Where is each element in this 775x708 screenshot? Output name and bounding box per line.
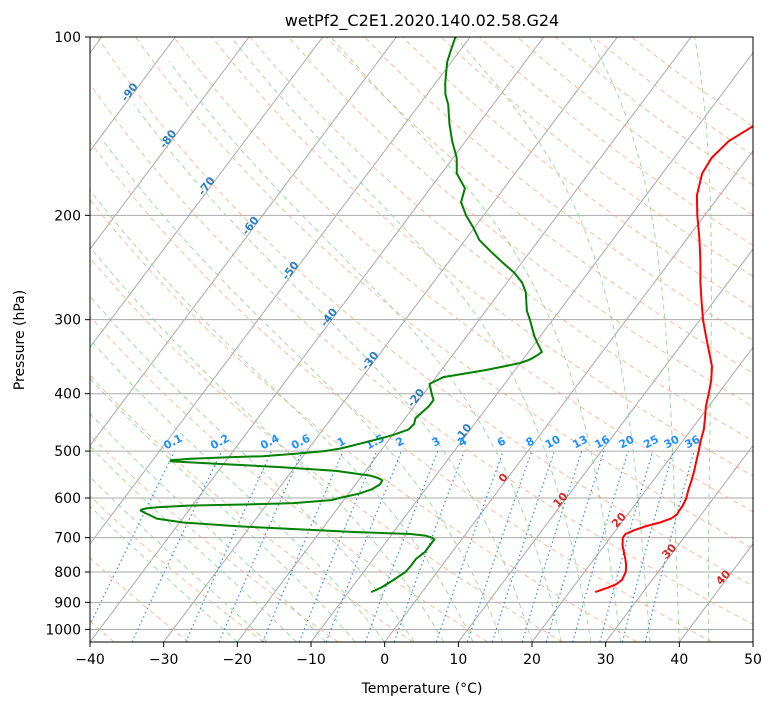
dry-adiabat-line <box>211 37 753 477</box>
y-tick-label: 300 <box>54 313 81 329</box>
x-tick-label: −20 <box>223 652 253 668</box>
mixing-ratio-line <box>90 450 176 627</box>
y-tick-label: 200 <box>54 208 81 224</box>
sounding-line <box>139 37 543 594</box>
isotherm-line <box>90 37 250 250</box>
moist-adiabat-line <box>90 377 356 642</box>
dry-adiabat-line <box>90 557 190 642</box>
isotherm-line <box>384 150 753 642</box>
sounding-lines <box>139 37 753 594</box>
y-tick-label: 100 <box>54 30 81 46</box>
x-tick-label: 0 <box>380 652 389 668</box>
moist-adiabat-line <box>168 61 562 642</box>
dry-adiabat-line <box>90 140 712 642</box>
moist-adiabat-line <box>133 104 533 642</box>
y-tick-label: 1000 <box>45 622 81 638</box>
y-tick-label: 900 <box>54 595 81 611</box>
dry-adiabat-line <box>96 37 753 587</box>
chart-title: wetPf2_C2E1.2020.140.02.58.G24 <box>285 11 559 31</box>
y-tick-label: 800 <box>54 565 81 581</box>
mixing-ratio-label: 36 <box>683 433 703 452</box>
mixing-ratio-label: 16 <box>592 433 612 452</box>
mixing-ratio-label: 10 <box>543 433 563 452</box>
dry-adiabat-line <box>135 37 753 550</box>
moist-adiabat-line <box>90 412 327 642</box>
mixing-ratio-line <box>491 450 555 642</box>
moist-adiabat-line <box>330 37 621 642</box>
x-tick-label: 40 <box>670 652 688 668</box>
sounding-line <box>594 125 753 594</box>
isotherm-line <box>457 248 753 642</box>
dry-adiabat-line <box>402 37 753 309</box>
y-tick-label: 500 <box>54 444 81 460</box>
isotherm-line <box>163 37 618 642</box>
mixing-ratio-line <box>545 450 605 642</box>
mixing-ratio-label: 20 <box>617 433 637 452</box>
isotherm-line <box>90 37 397 447</box>
mixing-ratio-label: 25 <box>641 433 661 452</box>
x-tick-label: −10 <box>296 652 326 668</box>
isotherm-line <box>90 37 176 152</box>
dry-adiabat-line <box>90 198 638 642</box>
moist-adiabat-line <box>588 37 680 642</box>
mixing-ratio-line <box>599 450 654 642</box>
y-tick-label: 700 <box>54 531 81 547</box>
isotherm-line <box>90 37 471 545</box>
isotherm-line <box>605 444 753 642</box>
moist-adiabat-line <box>103 141 503 642</box>
mixing-ratio-line <box>185 450 273 642</box>
mixing-ratio-label: 13 <box>570 433 590 452</box>
x-tick-label: 20 <box>523 652 541 668</box>
x-tick-label: 50 <box>744 652 762 668</box>
mixing-ratio-line <box>521 450 583 642</box>
isotherm-line <box>90 37 324 349</box>
x-axis: −40 −30 −20 −10 0 10 20 30 40 50 <box>75 642 762 668</box>
dry-adiabat-line <box>90 257 563 642</box>
mixing-ratio-line <box>325 450 403 642</box>
mixing-ratio-line <box>131 450 223 642</box>
isotherm-line <box>310 51 753 642</box>
x-tick-label: −40 <box>75 652 105 668</box>
moist-adiabat-line <box>694 37 712 642</box>
x-tick-label: −30 <box>149 652 179 668</box>
mixing-ratio-line <box>218 450 303 642</box>
y-axis: 1000 900 800 700 600 500 400 300 200 100 <box>45 30 90 638</box>
dry-adiabat-line <box>173 37 753 513</box>
moist-adiabat-line <box>90 189 474 642</box>
moist-adiabat-line <box>454 37 651 642</box>
mixing-ratio-label: 30 <box>662 433 682 452</box>
dry-adiabat-line <box>90 83 753 625</box>
isotherm-line <box>236 37 692 642</box>
moist-adiabat-line <box>90 445 297 642</box>
y-tick-label: 400 <box>54 387 81 403</box>
moist-adiabat-line <box>90 476 268 642</box>
x-tick-label: 30 <box>597 652 615 668</box>
x-axis-title: Temperature (°C) <box>361 681 483 697</box>
isotherm-line <box>531 346 753 642</box>
plot-frame <box>89 36 754 643</box>
mixing-ratio-line <box>572 450 629 642</box>
x-tick-label: 10 <box>449 652 467 668</box>
moist-adiabat-line <box>90 505 238 642</box>
mixing-ratio-line <box>364 450 439 642</box>
moist-adiabat-line <box>90 338 386 642</box>
moist-adiabat-line <box>90 295 415 642</box>
isotherm-line <box>90 37 545 642</box>
y-tick-label: 600 <box>54 491 81 507</box>
y-axis-title: Pressure (hPa) <box>12 290 28 390</box>
moist-adiabat-line <box>90 246 445 642</box>
dry-adiabat-line <box>90 374 414 642</box>
dry-adiabat-line <box>287 37 753 408</box>
background-lines <box>90 37 753 642</box>
